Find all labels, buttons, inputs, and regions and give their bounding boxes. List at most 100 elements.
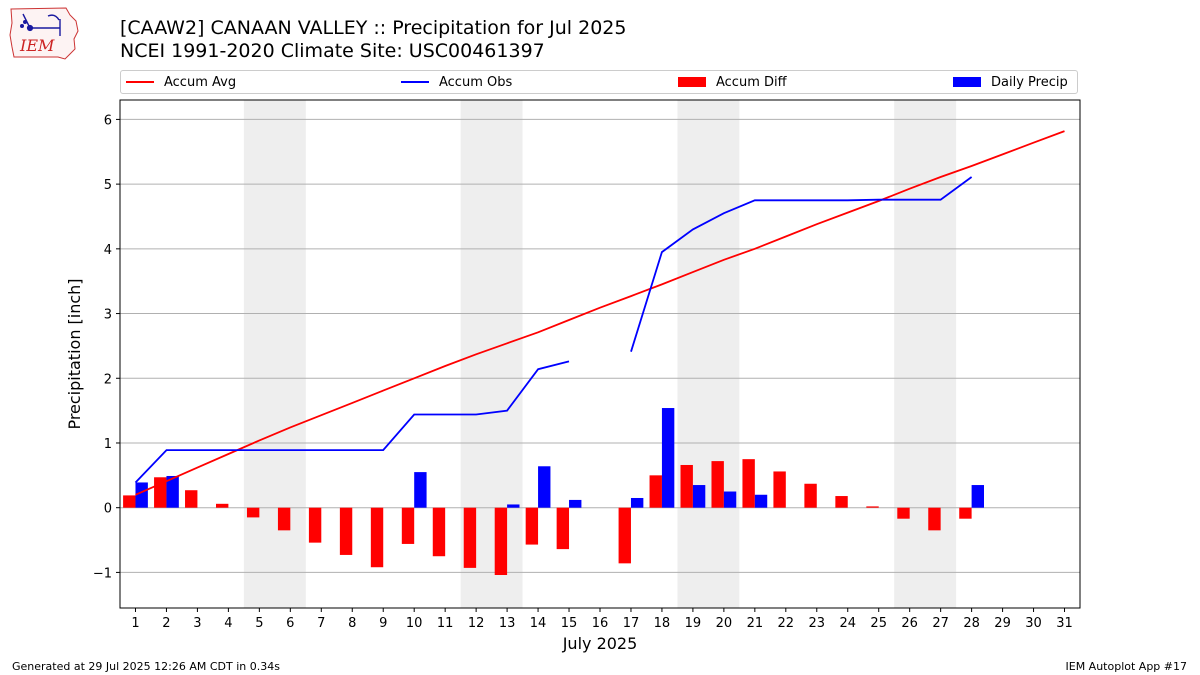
accum-diff-bar — [928, 507, 941, 531]
accum-diff-bar — [680, 464, 693, 508]
legend-label: Accum Diff — [716, 74, 787, 90]
accum-diff-bar — [804, 483, 817, 508]
accum-diff-bar — [216, 503, 229, 508]
accum-diff-bar — [835, 496, 848, 508]
accum-obs-line — [630, 176, 973, 352]
accum-diff-bar — [866, 506, 879, 508]
daily-precip-bar — [507, 504, 520, 508]
accum-diff-bar — [618, 507, 631, 564]
x-axis-label: July 2025 — [562, 634, 638, 653]
daily-precip-bar — [971, 485, 984, 508]
x-tick-label: 25 — [870, 616, 887, 631]
x-tick-label: 22 — [778, 616, 795, 631]
x-tick-label: 24 — [839, 616, 856, 631]
accum-diff-bar — [432, 507, 446, 557]
generated-timestamp: Generated at 29 Jul 2025 12:26 AM CDT in… — [12, 660, 280, 673]
x-tick-label: 17 — [623, 616, 640, 631]
accum-diff-bar — [123, 495, 136, 508]
y-tick-label: 0 — [104, 502, 112, 517]
x-tick-label: 28 — [963, 616, 980, 631]
legend-label: Daily Precip — [991, 74, 1068, 90]
daily-precip-bar — [135, 482, 148, 508]
x-tick-label: 27 — [932, 616, 949, 631]
logo-text: IEM — [19, 36, 55, 55]
legend-item-accum-obs: Accum Obs — [401, 71, 512, 93]
legend-swatch — [953, 77, 981, 87]
x-tick-label: 20 — [716, 616, 733, 631]
x-tick-label: 19 — [685, 616, 702, 631]
legend-item-accum-diff: Accum Diff — [678, 71, 787, 93]
daily-precip-bar — [754, 494, 768, 508]
y-axis-label: Precipitation [inch] — [65, 278, 84, 429]
accum-obs-line — [134, 360, 570, 484]
x-tick-label: 4 — [224, 616, 232, 631]
daily-precip-bar — [692, 485, 706, 508]
x-tick-label: 14 — [530, 616, 547, 631]
accum-diff-bar — [494, 507, 508, 575]
accum-diff-bar — [742, 459, 755, 508]
x-tick-label: 5 — [255, 616, 263, 631]
chart-title: [CAAW2] CANAAN VALLEY :: Precipitation f… — [120, 17, 627, 39]
accum-diff-bar — [556, 507, 570, 550]
accum-diff-bar — [959, 507, 972, 519]
y-tick-label: 6 — [104, 113, 112, 128]
x-tick-label: 30 — [1025, 616, 1042, 631]
weekend-band — [677, 100, 740, 608]
x-tick-label: 6 — [286, 616, 294, 631]
accum-diff-bar — [246, 507, 260, 518]
x-tick-label: 13 — [499, 616, 516, 631]
accum-avg-line — [135, 130, 1065, 496]
x-tick-label: 31 — [1056, 616, 1073, 631]
daily-precip-bar — [538, 466, 551, 508]
y-tick-label: −1 — [93, 566, 112, 581]
x-tick-label: 15 — [561, 616, 578, 631]
y-tick-label: 3 — [104, 308, 112, 323]
x-tick-label: 29 — [994, 616, 1011, 631]
x-tick-label: 21 — [747, 616, 764, 631]
x-tick-label: 18 — [654, 616, 671, 631]
legend-swatch — [401, 81, 429, 83]
accum-diff-bar — [308, 507, 322, 543]
accum-diff-bar — [525, 507, 539, 545]
weekend-band — [243, 100, 306, 608]
accum-diff-bar — [711, 461, 724, 508]
chart-subtitle: NCEI 1991-2020 Climate Site: USC00461397 — [120, 40, 545, 62]
legend-label: Accum Obs — [439, 74, 513, 90]
x-tick-label: 9 — [379, 616, 387, 631]
weekend-band — [894, 100, 957, 608]
x-tick-label: 1 — [131, 616, 139, 631]
iem-logo: IEM — [9, 7, 79, 60]
legend-item-accum-avg: Accum Avg — [126, 71, 236, 93]
x-tick-label: 16 — [592, 616, 609, 631]
daily-precip-bar — [630, 497, 644, 508]
accum-diff-bar — [277, 507, 291, 531]
accum-diff-bar — [463, 507, 477, 568]
legend-swatch — [678, 77, 706, 87]
x-tick-label: 3 — [193, 616, 201, 631]
daily-precip-bar — [569, 499, 582, 508]
legend-label: Accum Avg — [164, 74, 237, 90]
legend-swatch — [126, 81, 154, 83]
x-tick-label: 11 — [437, 616, 454, 631]
y-tick-label: 4 — [104, 243, 112, 258]
accum-diff-bar — [185, 490, 198, 508]
y-tick-label: 1 — [104, 437, 112, 452]
daily-precip-bar — [414, 472, 427, 508]
x-tick-label: 7 — [317, 616, 325, 631]
x-tick-label: 10 — [406, 616, 423, 631]
accum-diff-bar — [897, 507, 910, 519]
y-tick-label: 2 — [104, 372, 112, 387]
daily-precip-bar — [723, 491, 737, 508]
daily-precip-bar — [166, 475, 179, 508]
weather-instrument-icon — [19, 13, 61, 36]
legend: Accum Avg Accum Obs Accum Diff Daily Pre… — [120, 70, 1078, 94]
app-credit: IEM Autoplot App #17 — [1065, 660, 1188, 673]
legend-item-daily-precip: Daily Precip — [953, 71, 1068, 93]
accum-diff-bar — [339, 507, 353, 555]
accum-diff-bar — [649, 475, 662, 508]
x-tick-label: 23 — [809, 616, 826, 631]
accum-diff-bar — [401, 507, 415, 544]
x-tick-label: 2 — [162, 616, 170, 631]
y-tick-label: 5 — [104, 178, 112, 193]
